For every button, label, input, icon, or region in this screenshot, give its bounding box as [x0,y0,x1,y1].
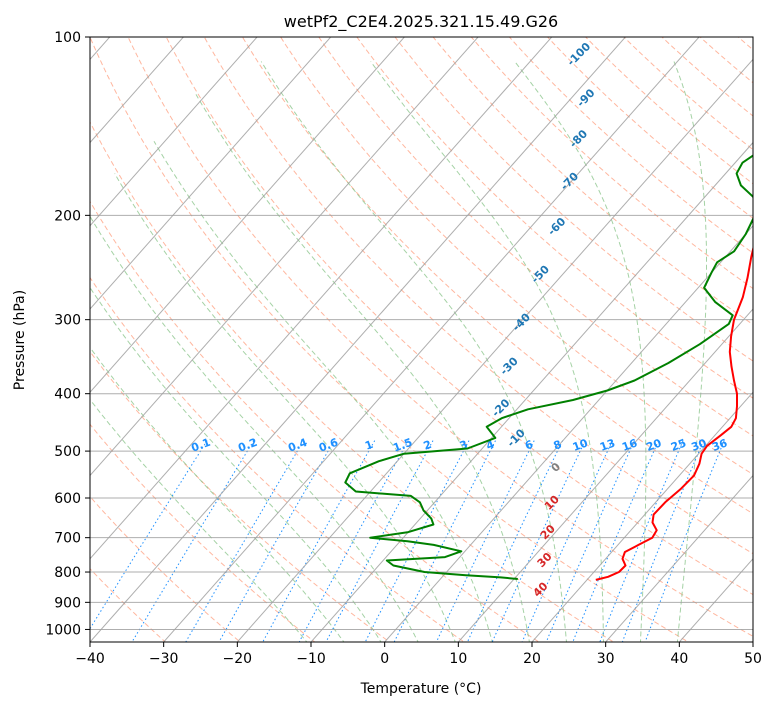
dry-adiabat-line [241,37,753,515]
mixing-ratio-line [644,440,725,642]
isotherm-line [90,37,332,310]
mixing-ratio-label: 6 [523,438,535,453]
mixing-ratio-label: 16 [620,436,639,454]
y-tick-label: 500 [54,444,81,460]
dry-adiabat-line [356,37,753,399]
mixing-ratio-label: 1.5 [391,436,414,455]
mixing-ratio-line [572,440,660,642]
plot-area [90,37,753,642]
isotherm-line [236,58,753,642]
x-tick-label: 30 [597,651,615,667]
mixing-ratio-label: 25 [669,436,688,453]
isotherm-line [531,391,753,642]
isotherm-line [90,37,553,560]
mixing-ratio-line [298,440,409,642]
mixing-ratio-line [545,440,635,642]
isotherm-line [162,37,700,642]
x-tick-label: −30 [149,651,179,667]
isotherm-line [383,225,753,642]
mixing-ratio-label: 10 [571,436,590,454]
isotherm-line [90,37,627,642]
plot-frame [89,36,754,643]
moist-adiabat-line [90,346,345,642]
mixing-ratio-label: 8 [552,438,564,453]
mixing-ratio-line [466,440,564,642]
reference-lines [90,37,753,642]
dewpoint-profile-line [344,154,753,580]
y-tick-label: 200 [54,208,81,224]
mixing-ratio-line [599,440,684,642]
x-axis-label: Temperature (°C) [360,681,482,697]
mixing-ratio-line [491,440,586,642]
dry-adiabat-line [432,37,753,326]
profile-series [344,154,753,581]
x-tick-label: 20 [523,651,541,667]
mixing-ratio-label: 0.6 [317,436,340,455]
mixing-ratio-label: 2 [422,438,434,453]
mixing-ratio-label: 20 [644,436,663,454]
mixing-ratio-label: 1 [363,438,375,453]
isotherm-line [604,474,753,642]
isotherm-line [90,37,479,477]
mixing-ratio-label: 13 [598,436,617,453]
y-tick-label: 700 [54,531,81,547]
dry-adiabat-line [127,37,753,637]
isotherm-line [90,37,406,394]
y-axis: 100 200 300 400 500 600 700 800 900 1000 [45,30,90,638]
mixing-ratio-line [90,440,208,630]
dry-adiabat-line [318,37,753,437]
mixing-ratio-line [435,440,535,642]
dry-adiabat-line [623,37,753,151]
moist-adiabat-line [90,398,308,642]
mixing-ratio-label: 0.4 [286,436,309,455]
chart-title: wetPf2_C2E4.2025.321.15.49.G26 [284,12,558,32]
y-tick-label: 100 [54,30,81,46]
dry-adiabat-line [90,37,690,642]
dry-adiabat-line [90,121,615,642]
x-tick-label: 10 [449,651,467,667]
dry-adiabat-line [90,495,241,642]
y-tick-label: 600 [54,491,81,507]
moist-adiabat-line [90,286,382,642]
isotherm-line [90,37,258,227]
mixing-ratio-label: 0.2 [236,436,259,455]
y-tick-label: 800 [54,565,81,581]
dry-adiabat-line [546,37,753,219]
moist-adiabat-line [153,141,493,642]
mixing-ratio-label: 3 [458,438,470,453]
mixing-ratio-label: 4 [484,438,496,453]
x-tick-label: 0 [380,651,389,667]
moist-adiabat-line [195,94,530,642]
dry-adiabat-line [203,37,753,555]
x-tick-label: 40 [670,651,688,667]
moist-adiabat-line [114,173,456,642]
mixing-ratio-label: 0.1 [190,436,213,455]
x-tick-label: −20 [223,651,253,667]
y-axis-label: Pressure (hPa) [12,290,28,390]
dry-adiabat-line [165,37,753,596]
x-axis: −40 −30 −20 −10 0 10 20 30 40 50 [75,642,762,667]
y-tick-label: 400 [54,387,81,403]
mixing-ratio-line [521,440,613,642]
isotherm-line [90,37,185,144]
x-tick-label: −10 [296,651,326,667]
mixing-ratio-line [621,440,704,642]
x-tick-label: 50 [744,651,762,667]
y-tick-label: 300 [54,313,81,329]
y-tick-label: 1000 [45,622,81,638]
y-tick-label: 900 [54,595,81,611]
dry-adiabat-line [90,423,316,642]
mixing-ratio-line [185,440,305,642]
moist-adiabat-line [90,215,419,642]
mixing-ratio-line [262,440,376,642]
temperature-profile-line [595,245,753,581]
dry-adiabat-line [508,37,753,254]
mixing-ratio-line [325,440,434,642]
x-tick-label: −40 [75,651,105,667]
